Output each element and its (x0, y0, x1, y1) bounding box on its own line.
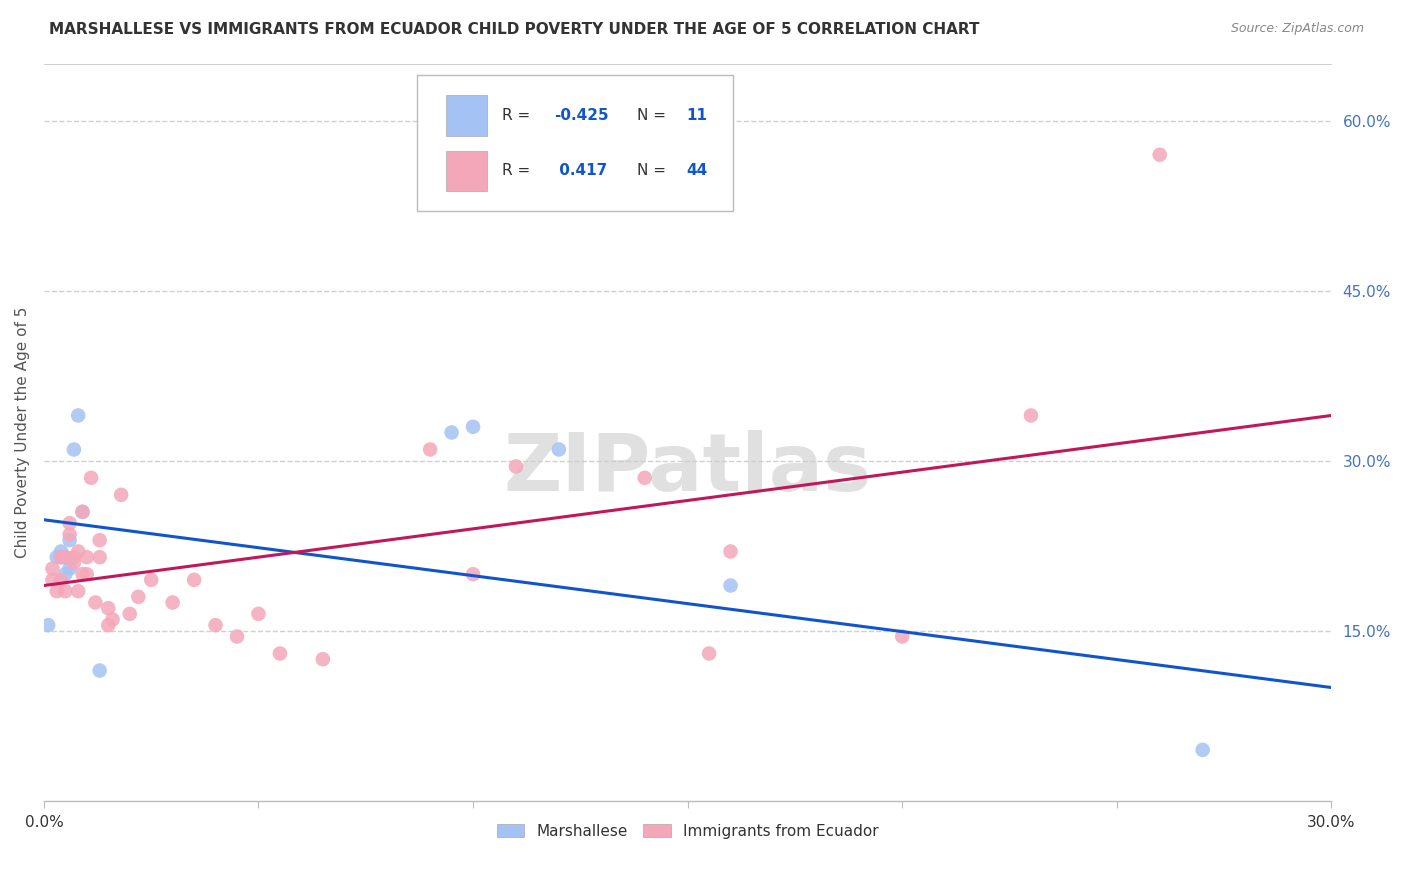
Point (59, 533, 82, 548)
Point (312, 652, 335, 666)
Point (97, 601, 120, 615)
Point (89, 550, 111, 565)
Bar (446, 95, 486, 136)
Point (247, 607, 270, 621)
Point (720, 544, 742, 558)
Point (59, 561, 82, 575)
Point (67, 409, 90, 423)
Text: R =: R = (502, 108, 536, 123)
Point (1149, 147, 1171, 161)
Point (63, 556, 86, 570)
Point (110, 488, 132, 502)
Point (89, 533, 111, 548)
Point (141, 573, 163, 587)
Y-axis label: Child Poverty Under the Age of 5: Child Poverty Under the Age of 5 (15, 307, 30, 558)
Text: 0.417: 0.417 (554, 163, 607, 178)
Point (76, 550, 98, 565)
Point (269, 647, 291, 661)
Point (634, 471, 657, 485)
Point (59, 516, 82, 530)
Text: 44: 44 (686, 163, 707, 178)
Point (63, 442, 86, 457)
Point (67, 584, 90, 599)
Point (59, 527, 82, 541)
Point (204, 618, 226, 632)
Text: MARSHALLESE VS IMMIGRANTS FROM ECUADOR CHILD POVERTY UNDER THE AGE OF 5 CORRELAT: MARSHALLESE VS IMMIGRANTS FROM ECUADOR C… (49, 22, 980, 37)
FancyBboxPatch shape (418, 75, 733, 211)
Bar (446, 151, 486, 191)
Text: Source: ZipAtlas.com: Source: ZipAtlas.com (1230, 22, 1364, 36)
Text: N =: N = (637, 108, 671, 123)
Point (49, 550, 72, 565)
Point (53, 584, 76, 599)
Point (720, 578, 742, 592)
Point (72, 505, 94, 519)
Point (127, 590, 149, 604)
Point (101, 613, 124, 627)
Point (67, 544, 90, 558)
Point (461, 567, 484, 582)
Legend: Marshallese, Immigrants from Ecuador: Marshallese, Immigrants from Ecuador (491, 818, 884, 845)
Point (1019, 409, 1042, 423)
Point (548, 442, 571, 457)
Point (53, 550, 76, 565)
Text: 11: 11 (686, 108, 707, 123)
Point (1191, 743, 1213, 757)
Point (183, 573, 205, 587)
Point (72, 567, 94, 582)
Point (419, 442, 441, 457)
Point (76, 567, 98, 582)
Point (461, 419, 484, 434)
Point (697, 647, 720, 661)
Point (72, 505, 94, 519)
Point (505, 459, 527, 474)
Point (49, 544, 72, 558)
Point (80, 471, 103, 485)
Point (440, 425, 463, 440)
Text: -0.425: -0.425 (554, 108, 609, 123)
Point (49, 550, 72, 565)
Point (162, 595, 184, 609)
Point (63, 550, 86, 565)
Point (891, 630, 914, 644)
Point (118, 607, 141, 621)
Point (45, 584, 67, 599)
Text: N =: N = (637, 163, 671, 178)
Point (45, 550, 67, 565)
Point (49, 573, 72, 587)
Text: R =: R = (502, 163, 536, 178)
Point (89, 664, 111, 678)
Text: ZIPatlas: ZIPatlas (503, 430, 872, 508)
Point (37, 618, 59, 632)
Point (226, 630, 249, 644)
Point (53, 550, 76, 565)
Point (97, 618, 120, 632)
Point (41, 573, 63, 587)
Point (41, 561, 63, 575)
Point (53, 567, 76, 582)
Point (84, 595, 107, 609)
